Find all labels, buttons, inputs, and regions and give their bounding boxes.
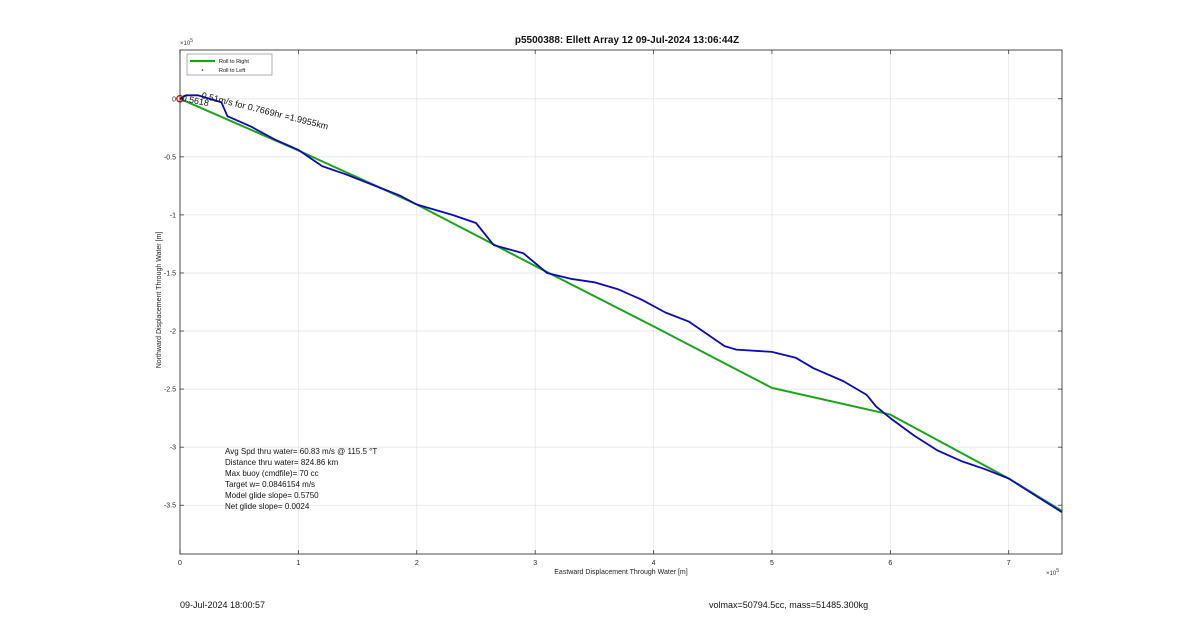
legend-label-roll-left: Roll to Left <box>219 68 246 74</box>
legend-label-roll-right: Roll to Right <box>219 59 249 65</box>
x-tick-label: 4 <box>652 560 656 567</box>
footer-timestamp: 09-Jul-2024 18:00:57 <box>180 600 266 610</box>
series-roll-to-right-line <box>179 97 1063 512</box>
x-tick-label: 0 <box>178 560 182 567</box>
y-tick-label: -3 <box>170 445 176 452</box>
plot-area <box>180 50 1062 554</box>
series-roll-to-left-line <box>179 94 1063 513</box>
y-tick-label: -1.5 <box>164 270 176 277</box>
legend-swatch-roll-left <box>201 69 204 71</box>
y-axis-exponent: ×105 <box>180 38 193 47</box>
legend: Roll to Right Roll to Left <box>186 53 273 76</box>
stat-max-buoy: Max buoy (cmdfile)= 70 cc <box>225 469 319 478</box>
stat-target-w: Target w= 0.0846154 m/s <box>225 480 315 489</box>
y-tick-label: 0 <box>172 96 176 103</box>
y-tick-label: -1 <box>170 212 176 219</box>
x-tick-label: 1 <box>296 560 300 567</box>
axis-ticks: 0 1 2 3 4 5 6 7 0 -0.5 -1 -1.5 -2 -2.5 -3 -3.5 <box>164 50 1062 567</box>
chart-title: p5500388: Ellett Array 12 09-Jul-2024 13… <box>515 35 739 46</box>
legend-box <box>186 53 273 76</box>
y-axis-label: Northward Displacement Through Water [m] <box>156 232 163 369</box>
y-tick-label: -2.5 <box>164 387 176 394</box>
stat-net-glide-slope: Net glide slope= 0.0024 <box>225 502 310 511</box>
x-tick-label: 7 <box>1007 560 1011 567</box>
stat-model-glide-slope: Model glide slope= 0.5750 <box>225 491 319 500</box>
stat-distance: Distance thru water= 824.86 km <box>225 458 339 467</box>
plot-frame <box>179 49 1063 555</box>
stat-avg-speed: Avg Spd thru water= 60.83 m/s @ 115.5 °T <box>225 447 377 456</box>
x-tick-label: 6 <box>888 560 892 567</box>
y-tick-label: -2 <box>170 329 176 336</box>
y-tick-label: -3.5 <box>164 503 176 510</box>
x-tick-label: 2 <box>415 560 419 567</box>
x-axis-label: Eastward Displacement Through Water [m] <box>554 569 687 576</box>
stats-block: Avg Spd thru water= 60.83 m/s @ 115.5 °T… <box>225 447 377 511</box>
y-tick-label: -0.5 <box>164 154 176 161</box>
x-tick-label: 3 <box>533 560 537 567</box>
footer-volume-mass: volmax=50794.5cc, mass=51485.300kg <box>709 600 869 610</box>
x-axis-exponent: ×105 <box>1046 568 1059 577</box>
grid-lines <box>179 50 1062 554</box>
x-tick-label: 5 <box>770 560 774 567</box>
